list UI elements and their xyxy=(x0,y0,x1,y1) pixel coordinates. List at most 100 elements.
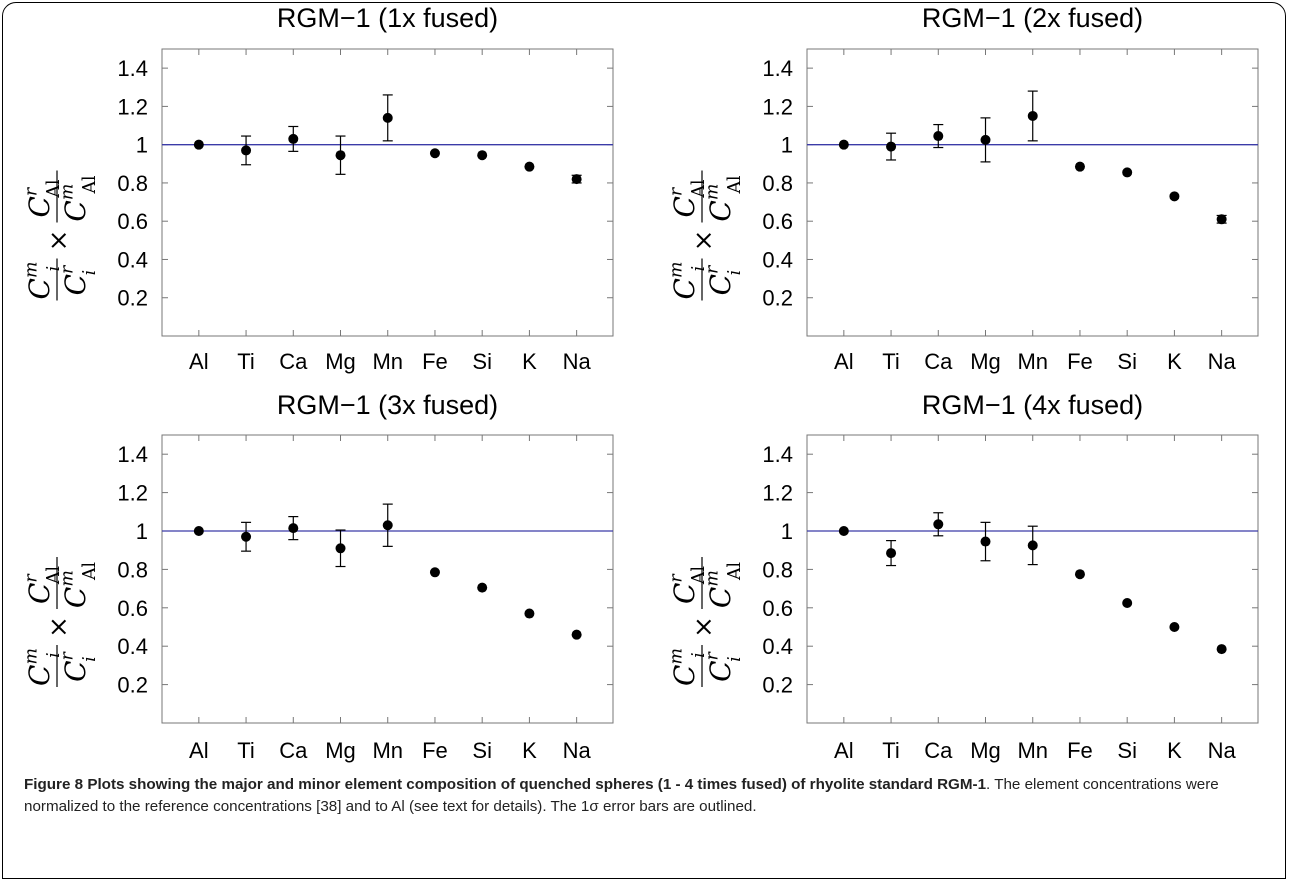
y-tick-label: 1.2 xyxy=(117,94,148,119)
y-tick-label: 0.6 xyxy=(117,596,148,621)
x-tick-label: Fe xyxy=(422,349,448,374)
y-axis-label-term: Cm Al xyxy=(702,175,744,222)
chart-2x-fused: RGM−1 (2x fused)0.20.40.60.811.21.4Cm iCr… xyxy=(666,3,1259,374)
data-point-ca xyxy=(288,523,299,534)
data-point-al xyxy=(193,139,204,150)
data-point-al xyxy=(838,526,849,536)
data-point-al xyxy=(838,139,849,150)
chart-title: RGM−1 (2x fused) xyxy=(922,3,1143,33)
x-tick-label: Mn xyxy=(1017,349,1048,374)
x-tick-label: Fe xyxy=(1067,349,1093,374)
y-tick-label: 0.4 xyxy=(117,634,148,659)
data-point-al xyxy=(193,526,204,536)
x-tick-label: Na xyxy=(1208,738,1237,763)
x-tick-label: Mn xyxy=(372,738,403,763)
y-tick-label: 0.2 xyxy=(117,673,148,698)
x-tick-label: Mg xyxy=(325,349,356,374)
data-point-si xyxy=(1122,167,1133,178)
y-tick-label: 1 xyxy=(136,519,148,544)
data-point-ti xyxy=(886,141,897,152)
x-tick-label: Ca xyxy=(279,349,308,374)
y-tick-label: 0.6 xyxy=(762,596,793,621)
x-tick-label: Al xyxy=(834,738,854,763)
data-point-k xyxy=(1169,191,1180,202)
x-tick-label: Na xyxy=(563,738,592,763)
times-sign: × xyxy=(44,616,74,638)
data-point-na xyxy=(1216,214,1227,225)
y-axis-label-term: Cr Al xyxy=(666,566,708,604)
caption-bold-text: Plots showing the major and minor elemen… xyxy=(87,776,987,793)
y-tick-label: 0.4 xyxy=(117,247,148,272)
y-tick-label: 1.4 xyxy=(762,56,793,81)
y-axis-label-term: Cm Al xyxy=(57,561,99,608)
x-tick-label: Ca xyxy=(279,738,308,763)
y-tick-label: 1 xyxy=(781,519,793,544)
y-tick-label: 0.4 xyxy=(762,247,793,272)
data-point-ti xyxy=(886,548,897,559)
data-point-k xyxy=(524,608,535,619)
x-tick-label: Al xyxy=(189,738,209,763)
x-tick-label: K xyxy=(522,738,537,763)
data-point-si xyxy=(477,150,488,161)
x-tick-label: Si xyxy=(472,349,492,374)
y-tick-label: 0.6 xyxy=(762,209,793,234)
chart-4x-fused: RGM−1 (4x fused)0.20.40.60.811.21.4Cm iCr… xyxy=(666,390,1259,763)
times-sign: × xyxy=(44,230,74,252)
x-tick-label: Si xyxy=(472,738,492,763)
caption-rest-text: . The element concentrations were normal… xyxy=(24,776,1219,815)
y-axis-label-term: Cr i xyxy=(57,650,99,681)
x-tick-label: Mg xyxy=(970,738,1001,763)
chart-title: RGM−1 (1x fused) xyxy=(277,3,498,33)
y-tick-label: 0.2 xyxy=(762,286,793,311)
data-point-na xyxy=(1216,644,1227,655)
data-point-fe xyxy=(1074,569,1085,580)
data-point-mg xyxy=(335,543,346,554)
y-axis-label-term: Cr i xyxy=(702,650,744,681)
data-point-mg xyxy=(980,134,991,145)
data-point-k xyxy=(1169,622,1180,632)
y-tick-label: 1.4 xyxy=(762,442,793,467)
x-tick-label: Ca xyxy=(924,738,953,763)
y-axis-label-term: Cm Al xyxy=(702,561,744,608)
x-tick-label: Mg xyxy=(325,738,356,763)
chart-panel-3x: RGM−1 (3x fused) 0.2 0.4 0.6 0.8 1 1.2 1.4 Cm i Cr… xyxy=(0,380,645,770)
x-tick-label: Ti xyxy=(882,349,900,374)
y-tick-label: 0.4 xyxy=(762,634,793,659)
times-sign: × xyxy=(689,230,719,252)
y-axis-label-term: Cr Al xyxy=(21,179,63,217)
y-tick-label: 1 xyxy=(136,133,148,158)
data-point-fe xyxy=(429,148,440,159)
data-point-na xyxy=(571,174,582,185)
y-tick-label: 0.8 xyxy=(117,171,148,196)
data-point-ca xyxy=(288,133,299,144)
y-axis-label-term: Cm Al xyxy=(57,175,99,222)
data-point-mn xyxy=(1027,540,1038,551)
y-tick-label: 0.2 xyxy=(762,673,793,698)
data-point-ca xyxy=(933,131,944,142)
x-tick-label: Ti xyxy=(237,738,255,763)
times-sign: × xyxy=(689,616,719,638)
y-tick-label: 1.2 xyxy=(117,481,148,506)
data-point-mn xyxy=(382,112,393,123)
x-tick-label: Fe xyxy=(422,738,448,763)
chart-title: RGM−1 (4x fused) xyxy=(922,390,1143,420)
x-tick-label: Ti xyxy=(237,349,255,374)
chart-1x-fused: RGM−1 (1x fused)0.20.40.60.811.21.4Cm iCr… xyxy=(21,3,614,374)
y-tick-label: 1 xyxy=(781,133,793,158)
x-tick-label: K xyxy=(1167,349,1182,374)
y-axis-label-term: Cm i xyxy=(21,648,63,686)
chart-panel-1x: RGM−1 (1x fused) 0.2 0.4 0.6 0.8 1 1.2 1.4 Cm i Cr… xyxy=(0,0,645,385)
data-point-si xyxy=(1122,598,1133,608)
x-tick-label: Na xyxy=(563,349,592,374)
y-tick-label: 0.8 xyxy=(762,557,793,582)
x-tick-label: Mn xyxy=(372,349,403,374)
y-axis-label-term: Cr i xyxy=(702,264,744,295)
y-tick-label: 0.8 xyxy=(117,557,148,582)
chart-3x-fused: RGM−1 (3x fused)0.20.40.60.811.21.4Cm iCr… xyxy=(21,390,614,763)
y-tick-label: 1.2 xyxy=(762,481,793,506)
caption-label: Figure 8 xyxy=(24,776,84,793)
y-tick-label: 0.2 xyxy=(117,286,148,311)
x-tick-label: Al xyxy=(834,349,854,374)
figure-caption: Figure 8 Plots showing the major and min… xyxy=(24,774,1274,818)
